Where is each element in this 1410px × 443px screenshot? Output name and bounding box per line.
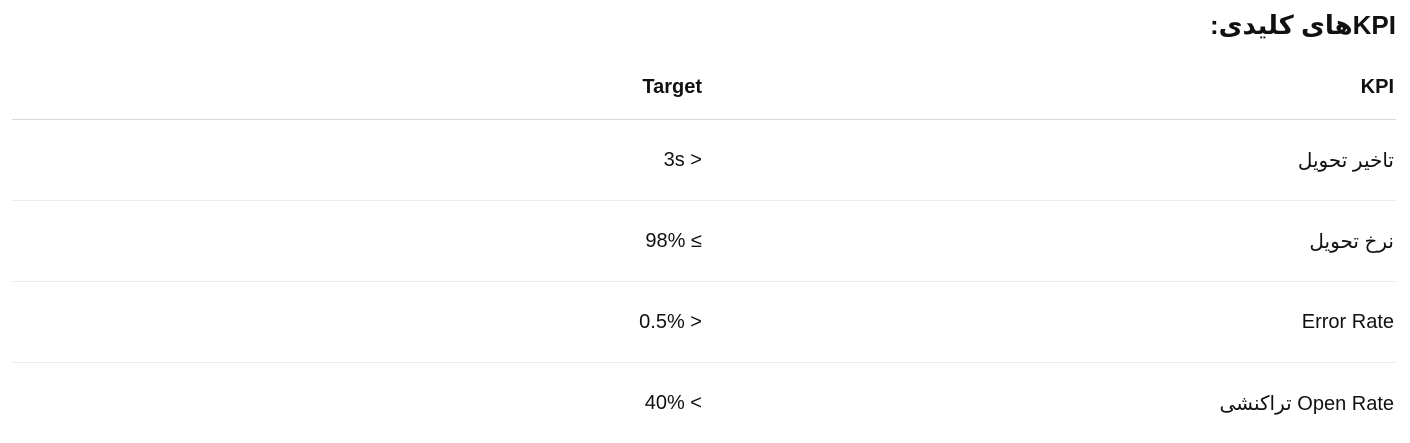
kpi-cell: تاخیر تحویل [704, 120, 1396, 201]
table-row: نرخ تحویل ≥ 98% [12, 201, 1396, 282]
target-cell: ≥ 98% [12, 201, 704, 282]
table-header-row: KPI Target [12, 67, 1396, 120]
kpi-cell: Error Rate [704, 282, 1396, 363]
table-row: Open Rate تراکنشی > 40% [12, 363, 1396, 443]
table-row: تاخیر تحویل < 3s [12, 120, 1396, 201]
section-title: KPIهای کلیدی: [12, 0, 1396, 42]
header-kpi: KPI [704, 67, 1396, 120]
target-cell: < 3s [12, 120, 704, 201]
kpi-table: KPI Target تاخیر تحویل < 3s نرخ تحویل ≥ … [12, 67, 1396, 443]
header-target: Target [12, 67, 704, 120]
kpi-cell: Open Rate تراکنشی [704, 363, 1396, 443]
target-cell: > 40% [12, 363, 704, 443]
kpi-cell: نرخ تحویل [704, 201, 1396, 282]
table-row: Error Rate < 0.5% [12, 282, 1396, 363]
target-cell: < 0.5% [12, 282, 704, 363]
